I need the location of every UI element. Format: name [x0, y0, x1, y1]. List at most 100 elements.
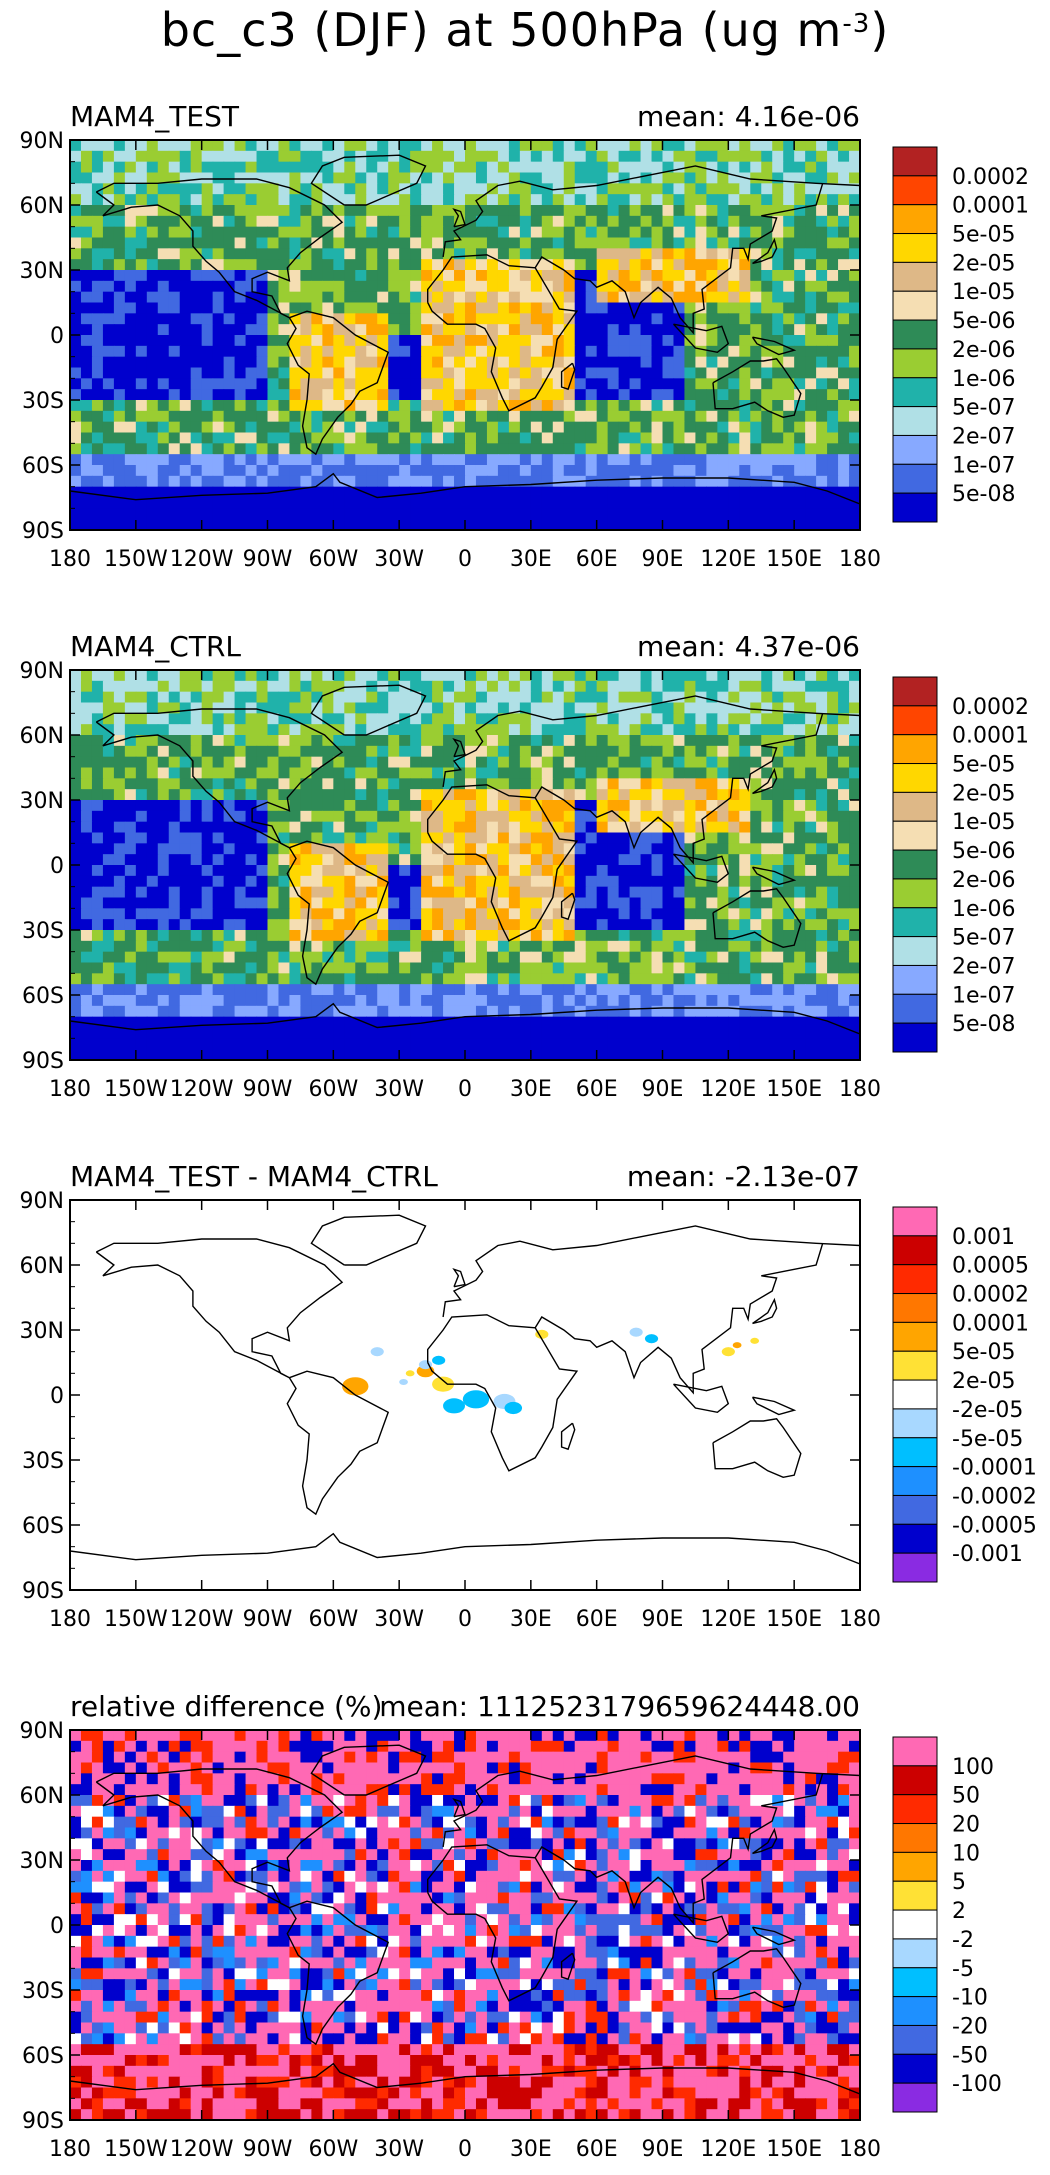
ctrl-cell [190, 897, 203, 909]
test-cell [519, 291, 532, 304]
ctrl-cell [816, 951, 828, 964]
ctrl-cell [838, 691, 850, 704]
test-cell [475, 302, 488, 314]
test-cell [596, 140, 609, 152]
test-cell [234, 367, 247, 379]
ctrl-cell [168, 821, 181, 834]
ctrl-cell [190, 1005, 203, 1018]
ctrl-cell [432, 984, 444, 996]
test-colorbar-box [892, 406, 938, 436]
test-cell [849, 302, 860, 314]
ctrl-cell [827, 821, 839, 834]
ctrl-cell [454, 865, 466, 877]
ctrl-cell [607, 756, 620, 769]
ctrl-cell [706, 789, 718, 801]
ctrl-cell [497, 897, 510, 909]
test-cell [508, 183, 521, 195]
ctrl-cell [377, 962, 389, 974]
test-cell [465, 410, 477, 423]
test-cell [278, 302, 291, 314]
ctrl-cell [223, 702, 236, 714]
ctrl-cell [168, 962, 181, 974]
ctrl-cell [563, 800, 576, 812]
test-cell [113, 432, 126, 444]
ctrl-cell [311, 767, 323, 779]
ctrl-cell [794, 984, 806, 996]
test-cell [640, 497, 653, 509]
ctrl-cell [629, 973, 642, 985]
test-cell [333, 508, 345, 520]
test-cell [805, 302, 817, 314]
ctrl-cell [772, 886, 784, 899]
test-cell [388, 400, 400, 412]
test-cell [739, 248, 751, 260]
test-cell [333, 291, 345, 304]
ctrl-cell [574, 832, 587, 844]
test-cell [454, 248, 466, 260]
test-cell [91, 443, 104, 455]
ctrl-cell [322, 940, 334, 953]
test-cell [399, 302, 411, 314]
ctrl-cell [135, 930, 148, 942]
test-colorbar-box [892, 348, 938, 379]
ctrl-cell [574, 984, 587, 996]
ctrl-cell [399, 691, 411, 704]
ctrl-cell [805, 713, 817, 725]
test-cell [388, 172, 400, 184]
test-cell [168, 161, 181, 174]
test-cell [300, 443, 312, 455]
test-cell [508, 302, 521, 314]
test-cell [421, 345, 433, 358]
ctrl-cell [585, 897, 598, 909]
test-cell [322, 161, 334, 174]
ctrl-cell [212, 778, 225, 790]
test-cell [519, 259, 532, 271]
ctrl-cell [574, 875, 587, 888]
test-cell [245, 367, 258, 379]
test-cell [223, 508, 236, 520]
test-cell [234, 291, 247, 304]
ctrl-cell [618, 875, 631, 888]
test-cell [432, 454, 444, 466]
x-tick-label: 60W [308, 547, 358, 572]
test-cell [168, 475, 181, 488]
test-cell [443, 302, 455, 314]
ctrl-cell [245, 984, 258, 996]
test-cell [124, 140, 137, 152]
test-cell [289, 400, 302, 412]
ctrl-cell [761, 810, 773, 823]
ctrl-cell [530, 973, 543, 985]
test-cell [454, 443, 466, 455]
ctrl-cell [827, 789, 839, 801]
test-cell [695, 345, 707, 358]
ctrl-cell [168, 854, 181, 866]
ctrl-cell [596, 951, 609, 964]
test-cell [739, 291, 751, 304]
ctrl-cell [563, 919, 576, 931]
ctrl-cell [508, 973, 521, 985]
ctrl-cell [530, 843, 543, 855]
ctrl-cell [102, 724, 115, 736]
test-cell [475, 313, 488, 325]
test-cell [827, 248, 839, 260]
ctrl-cell [113, 875, 126, 888]
test-cell [168, 172, 181, 184]
ctrl-cell [333, 865, 345, 877]
test-cell [344, 486, 356, 499]
test-cell [124, 475, 137, 488]
test-cell [486, 215, 499, 228]
test-cell [530, 291, 543, 304]
ctrl-cell [739, 680, 751, 693]
ctrl-cell [541, 767, 554, 779]
ctrl-cell [684, 843, 697, 855]
ctrl-cell [234, 843, 247, 855]
ctrl-cell [201, 897, 214, 909]
test-cell [838, 497, 850, 509]
test-cell [530, 454, 543, 466]
test-cell [289, 259, 302, 271]
test-cell [640, 237, 653, 249]
test-cell [695, 183, 707, 195]
ctrl-cell [596, 897, 609, 909]
test-cell [618, 226, 631, 239]
test-cell [783, 335, 795, 347]
